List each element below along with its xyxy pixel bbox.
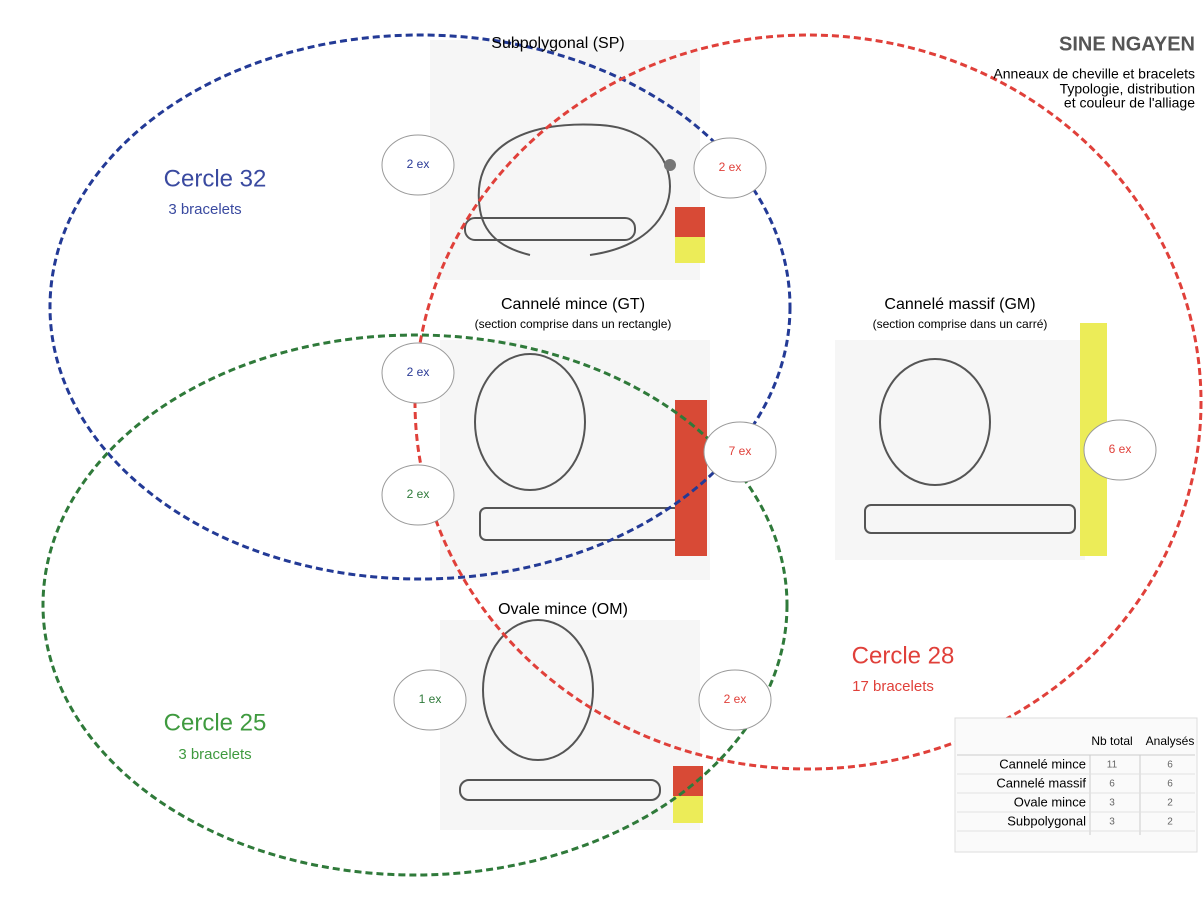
- alloy-bar: [675, 207, 705, 237]
- row-label: Subpolygonal: [1007, 813, 1086, 828]
- cell: 2: [1167, 798, 1173, 809]
- cell: 2: [1167, 817, 1173, 828]
- circle-name: Cercle 32: [164, 165, 267, 192]
- alloy-bar: [675, 400, 707, 556]
- type-note: (section comprise dans un carré): [873, 317, 1048, 331]
- count: 7 ex: [729, 444, 752, 458]
- cell: 6: [1109, 779, 1115, 790]
- count: 2 ex: [724, 692, 747, 706]
- circle-name: Cercle 28: [852, 642, 955, 669]
- circle-25: [41, 333, 789, 877]
- cell: 6: [1167, 760, 1173, 771]
- subtitle: et couleur de l'alliage: [1064, 95, 1195, 111]
- bracelet-drawings: [459, 123, 1076, 801]
- cell: 6: [1167, 779, 1173, 790]
- type-name: Cannelé massif (GM): [884, 296, 1035, 313]
- column-header: Analysés: [1146, 734, 1195, 748]
- type-name: Ovale mince (OM): [498, 601, 628, 618]
- panel: [440, 620, 700, 830]
- panel: [430, 40, 700, 280]
- circle-name: Cercle 25: [164, 709, 267, 736]
- count: 2 ex: [407, 487, 430, 501]
- cell: 3: [1109, 798, 1115, 809]
- circle-count: 17 bracelets: [852, 678, 934, 695]
- count: 2 ex: [407, 157, 430, 171]
- type-name: Subpolygonal (SP): [491, 35, 624, 52]
- circle-count: 3 bracelets: [168, 201, 241, 218]
- count: 1 ex: [419, 692, 442, 706]
- alloy-bar: [673, 796, 703, 823]
- cell: 11: [1107, 760, 1118, 771]
- count: 6 ex: [1109, 442, 1132, 456]
- circle-count: 3 bracelets: [178, 746, 251, 763]
- type-note: (section comprise dans un rectangle): [475, 317, 672, 331]
- count: 2 ex: [719, 160, 742, 174]
- subtitle: Typologie, distribution: [1060, 81, 1195, 97]
- type-name: Cannelé mince (GT): [501, 296, 645, 313]
- circle-32: [48, 33, 792, 581]
- column-header: Nb total: [1091, 734, 1132, 748]
- count: 2 ex: [407, 365, 430, 379]
- table-frame: [954, 717, 1198, 853]
- panel: [835, 340, 1085, 560]
- row-label: Cannelé massif: [996, 775, 1086, 790]
- alloy-bar: [675, 237, 705, 263]
- summary-table: Nb total Analysés Cannelé mince 11 6 Cannelé …: [954, 717, 1198, 853]
- row-label: Ovale mince: [1014, 794, 1086, 809]
- count-bubbles: 2 ex 2 ex 2 ex 2 ex 7 ex 6 ex 1 ex 2 ex: [381, 134, 1157, 731]
- row-label: Cannelé mince: [999, 756, 1086, 771]
- cell: 3: [1109, 817, 1115, 828]
- subtitle: Anneaux de cheville et bracelets: [993, 66, 1195, 82]
- title: SINE NGAYEN: [1059, 33, 1195, 55]
